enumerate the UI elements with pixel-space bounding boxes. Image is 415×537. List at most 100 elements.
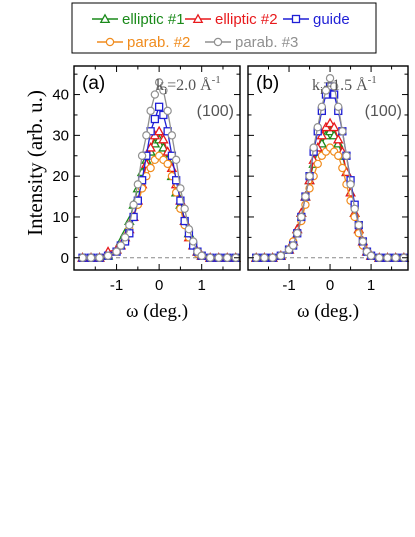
series-parab-3 <box>252 74 409 262</box>
data-point <box>137 151 147 160</box>
data-point <box>317 102 327 112</box>
data-point <box>391 253 400 262</box>
series-line <box>82 154 236 259</box>
data-point <box>146 106 155 116</box>
data-point <box>154 78 164 87</box>
data-point <box>180 216 189 226</box>
series-line <box>256 146 404 259</box>
data-point <box>129 200 138 209</box>
data-point <box>383 253 392 262</box>
data-point <box>129 212 138 222</box>
data-point <box>163 106 172 116</box>
data-point <box>375 253 384 262</box>
data-point <box>338 127 347 136</box>
data-point <box>180 204 189 213</box>
data-point <box>276 251 286 260</box>
data-point <box>214 253 223 262</box>
data-point <box>188 237 198 246</box>
data-point <box>171 155 181 165</box>
series-parab-3 <box>78 78 240 262</box>
data-point <box>163 159 172 169</box>
legend-label: elliptic #2 <box>215 11 278 28</box>
series-elliptic-2 <box>250 117 410 262</box>
x-tick-label: -1 <box>282 277 295 294</box>
data-point <box>334 102 343 112</box>
panel-tag: (a) <box>82 73 105 94</box>
reflection-label: (100) <box>365 103 402 120</box>
y-tick-label: 10 <box>52 209 69 226</box>
data-point <box>332 133 344 144</box>
data-point <box>293 229 302 238</box>
data-point <box>330 90 339 99</box>
x-tick-label: -1 <box>110 277 123 294</box>
data-point <box>297 212 306 222</box>
data-point <box>120 233 130 242</box>
y-tick-label: 20 <box>52 168 69 185</box>
data-point <box>309 143 318 152</box>
legend-label: elliptic #1 <box>122 11 185 28</box>
x-axis-label: ω (deg.) <box>126 301 188 322</box>
data-point <box>223 253 232 262</box>
data-point <box>153 125 165 136</box>
data-point <box>142 131 151 140</box>
data-point <box>358 237 368 246</box>
data-point <box>342 151 351 160</box>
data-point <box>158 133 169 144</box>
ki-annotation: ki=1.5 Å-1 <box>312 74 377 97</box>
data-point <box>116 241 126 250</box>
y-axis-label: Intensity (arb. u.) <box>23 90 47 236</box>
x-tick-label: 1 <box>198 277 206 294</box>
data-point <box>321 86 331 95</box>
data-point <box>103 251 113 260</box>
x-tick-label: 1 <box>367 277 375 294</box>
x-axis-label: ω (deg.) <box>297 301 359 322</box>
plot-frame <box>73 65 241 271</box>
data-point <box>288 241 298 250</box>
data-point <box>86 253 96 262</box>
legend-marker <box>213 37 223 47</box>
legend-item: elliptic #2 <box>185 11 278 28</box>
plot-frame <box>247 65 409 271</box>
data-point <box>301 192 310 201</box>
legend-item: elliptic #1 <box>92 11 185 28</box>
legend-item: guide <box>283 11 350 28</box>
legend-marker <box>105 37 115 47</box>
data-point <box>146 163 155 173</box>
data-point <box>328 121 340 132</box>
x-tick-label: 0 <box>155 277 163 294</box>
data-point <box>305 171 314 181</box>
data-point <box>176 196 185 205</box>
legend-item: parab. #2 <box>97 34 190 51</box>
y-tick-label: 30 <box>52 127 69 144</box>
data-point <box>260 253 269 262</box>
data-point <box>325 74 335 83</box>
data-point <box>329 82 339 91</box>
legend: elliptic #1 elliptic #2 guide parab. #2 para… <box>71 2 377 54</box>
data-point <box>95 253 104 262</box>
legend-label: parab. #2 <box>127 34 190 51</box>
data-point <box>354 220 363 230</box>
data-point <box>150 114 160 124</box>
data-point <box>133 180 143 189</box>
data-point <box>206 253 215 262</box>
legend-marker <box>99 13 111 24</box>
y-tick-label: 40 <box>52 87 69 104</box>
panel-b: -1 0 1 ω (deg.) (b) ki=1.5 Å-1 (100) <box>247 65 410 322</box>
data-point <box>324 117 336 128</box>
legend-marker <box>192 13 204 24</box>
series-parab-2 <box>78 151 240 262</box>
legend-label: guide <box>313 11 350 28</box>
data-point <box>159 86 168 95</box>
legend-item: parab. #3 <box>205 34 298 51</box>
data-point <box>338 163 347 173</box>
data-point <box>346 180 355 189</box>
y-tick-label: 0 <box>61 250 69 267</box>
data-point <box>125 220 134 230</box>
data-point <box>112 247 121 256</box>
series-parab-2 <box>252 143 409 262</box>
data-point <box>366 251 376 260</box>
data-point <box>150 90 160 99</box>
legend-label: parab. #3 <box>235 34 298 51</box>
